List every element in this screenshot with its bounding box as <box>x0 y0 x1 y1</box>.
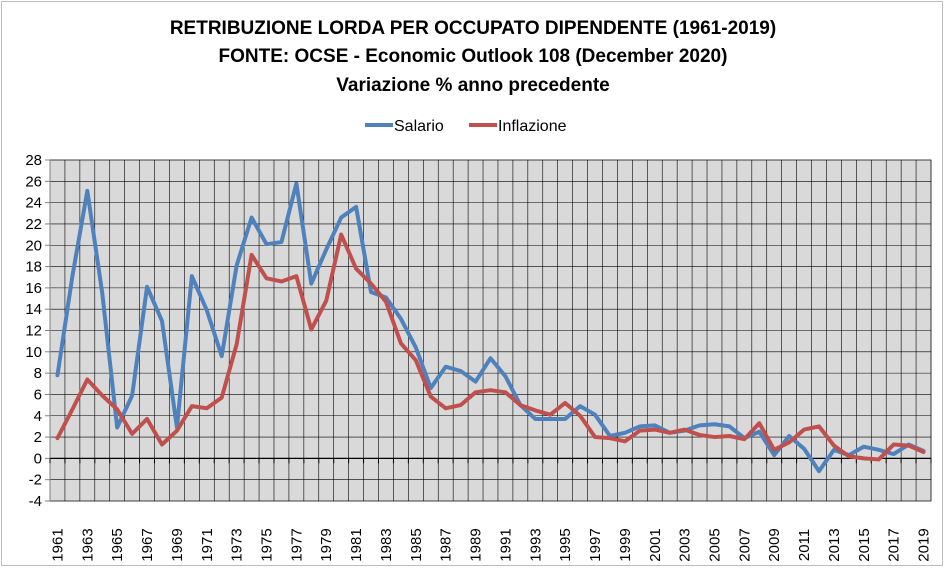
x-tick-label: 2001 <box>647 528 664 561</box>
x-tick-label: 1961 <box>49 528 66 561</box>
title-line-3: Variazione % anno precedente <box>336 75 609 96</box>
legend-label-inflazione: Inflazione <box>498 118 567 135</box>
x-tick-label: 2005 <box>706 528 723 561</box>
x-tick-label: 2009 <box>766 528 783 561</box>
y-tick-label: 0 <box>34 450 42 467</box>
x-tick-label: 1985 <box>408 528 425 561</box>
y-tick-label: -2 <box>29 472 42 489</box>
y-tick-label: 26 <box>25 173 42 190</box>
x-tick-label: 1969 <box>169 528 186 561</box>
y-tick-label: 10 <box>25 344 42 361</box>
x-tick-label: 1971 <box>199 528 216 561</box>
x-tick-label: 1979 <box>318 528 335 561</box>
x-axis-tick-labels: 1961 1963 1965 1967 1969 1971 1973 1975 1977 1979… <box>49 528 932 561</box>
x-tick-label: 1999 <box>617 528 634 561</box>
y-tick-label: 12 <box>25 323 42 340</box>
y-tick-label: 6 <box>34 386 42 403</box>
x-tick-label: 2007 <box>736 528 753 561</box>
series-line-inflazione <box>55 232 926 462</box>
x-tick-label: 2013 <box>826 528 843 561</box>
series-lines <box>55 181 926 474</box>
y-tick-label: 28 <box>25 152 42 169</box>
x-tick-label: 2015 <box>856 528 873 561</box>
y-tick-label: 4 <box>34 408 42 425</box>
x-tick-label: 1983 <box>378 528 395 561</box>
legend: Salario Inflazione <box>365 118 567 135</box>
y-tick-label: 18 <box>25 259 42 276</box>
y-tick-label: 16 <box>25 280 42 297</box>
y-tick-label: -4 <box>29 493 42 510</box>
y-tick-label: 22 <box>25 216 42 233</box>
x-tick-label: 2019 <box>916 528 933 561</box>
y-tick-label: 2 <box>34 429 42 446</box>
y-tick-label: 8 <box>34 365 42 382</box>
y-tick-label: 20 <box>25 237 42 254</box>
legend-label-salario: Salario <box>394 118 444 135</box>
x-tick-label: 1963 <box>79 528 96 561</box>
x-tick-label: 1995 <box>557 528 574 561</box>
x-axis-tick-marks <box>49 458 932 464</box>
x-tick-label: 1973 <box>229 528 246 561</box>
x-tick-label: 1975 <box>259 528 276 561</box>
x-tick-label: 1997 <box>587 528 604 561</box>
x-tick-label: 1989 <box>468 528 485 561</box>
x-tick-label: 2017 <box>886 528 903 561</box>
y-tick-label: 24 <box>25 195 42 212</box>
x-tick-label: 1987 <box>438 528 455 561</box>
chart-title: RETRIBUZIONE LORDA PER OCCUPATO DIPENDEN… <box>170 18 776 96</box>
x-tick-label: 1993 <box>527 528 544 561</box>
x-tick-label: 1981 <box>348 528 365 561</box>
x-tick-label: 2003 <box>677 528 694 561</box>
x-tick-label: 1967 <box>139 528 156 561</box>
title-line-2: FONTE: OCSE - Economic Outlook 108 (Dece… <box>219 46 728 67</box>
title-line-1: RETRIBUZIONE LORDA PER OCCUPATO DIPENDEN… <box>170 18 776 39</box>
x-tick-label: 1965 <box>109 528 126 561</box>
x-tick-label: 2011 <box>796 529 813 561</box>
x-tick-label: 1977 <box>288 528 305 561</box>
y-tick-label: 14 <box>25 301 42 318</box>
horizontal-gridlines <box>45 159 931 502</box>
x-tick-label: 1991 <box>497 528 514 561</box>
